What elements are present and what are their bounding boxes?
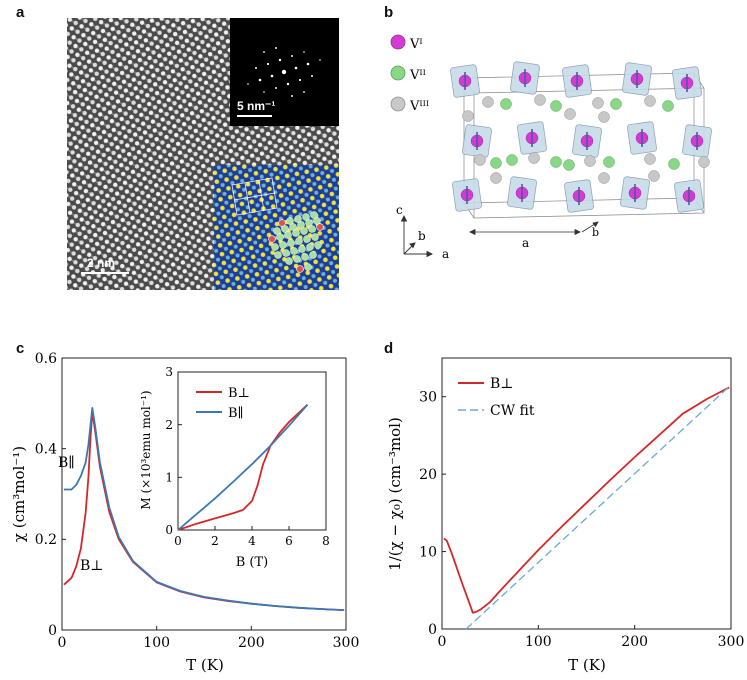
chart-c-xtick-label: 200 [238, 635, 265, 651]
chart-c-xtick-label: 300 [333, 635, 360, 651]
inset-ytick-label: 2 [165, 418, 173, 432]
chart-d: 0 100 200 300 0 10 20 30 T (K) 1/(χ − χ₀) (cm⁻³… [386, 357, 745, 674]
chart-d-ytick-label: 30 [419, 390, 437, 406]
chart-c-ytick-label: 0.4 [35, 442, 57, 458]
lattice-a-label: a [522, 236, 529, 250]
chart-d-ytick-label: 20 [419, 467, 437, 483]
inset-ytick-label: 1 [165, 471, 173, 485]
axis-b-label: b [418, 229, 426, 243]
inset-xtick-label: 0 [174, 534, 182, 548]
chart-c-ytick-label: 0.6 [35, 351, 57, 367]
inset-series-b [177, 404, 309, 531]
legend-cw-fit: CW fit [490, 403, 535, 419]
chart-c-xtick-label: 0 [58, 635, 67, 651]
chart-c-ytick-label: 0.2 [35, 532, 57, 548]
axis-c-label: c [396, 203, 403, 217]
inset-xtick-label: 2 [211, 534, 219, 548]
octahedra [450, 61, 712, 213]
atom-chains [462, 94, 710, 184]
lattice-b-label: b [592, 226, 599, 239]
chart-d-xtick-label: 300 [718, 634, 745, 650]
chart-d-frame [441, 357, 732, 630]
panel-label-c: c [16, 340, 25, 357]
crystal-structure-panel: Vᴵ Vᴵᴵ Vᴵᴵᴵ [390, 34, 712, 261]
image-scale-label: 2 nm [87, 256, 115, 270]
lattice-arrows [469, 221, 599, 236]
chart-c-xtick-label: 100 [143, 635, 170, 651]
filtered-inset [214, 165, 339, 290]
chart-c-ytick-label: 0 [48, 623, 57, 639]
legend-marker-v2 [390, 65, 406, 81]
chart-d-series-b [443, 386, 730, 614]
chart-d-series-cwfit [465, 386, 730, 630]
chart-d-legend: B⊥ CW fit [458, 376, 535, 419]
chart-d-xtick-label: 0 [438, 634, 447, 650]
inset-series-b [177, 404, 309, 531]
inset-frame [177, 371, 327, 531]
structure-legend: Vᴵ Vᴵᴵ Vᴵᴵᴵ [390, 34, 429, 114]
legend-marker-v3 [390, 96, 406, 112]
legend-label-v3: Vᴵᴵᴵ [409, 99, 429, 114]
chart-c-series-b [63, 407, 345, 611]
chart-d-ytick-label: 0 [428, 622, 437, 638]
inset-ytick-label: 3 [165, 365, 173, 379]
chart-d-xtick-label: 100 [525, 634, 552, 650]
inset-ylabel: M (×10³emu mol⁻¹) [139, 390, 153, 509]
inset-legend-perp: B⊥ [228, 386, 250, 401]
legend-perp: B⊥ [490, 376, 513, 392]
curve-label-perp: B⊥ [80, 558, 103, 574]
panel-label-a: a [16, 4, 25, 21]
chart-d-ytick-label: 10 [419, 544, 437, 560]
chart-d-xtick-label: 200 [621, 634, 648, 650]
chart-c-ylabel: χ (cm³mol⁻¹) [10, 446, 28, 542]
fft-scale-label: 5 nm⁻¹ [237, 99, 275, 113]
inset-ytick-label: 0 [165, 523, 173, 537]
curve-label-parallel: B∥ [58, 455, 75, 471]
chart-c-frame [61, 357, 347, 631]
axis-triad [400, 214, 434, 258]
chart-c-xlabel: T (K) [186, 656, 224, 674]
inset-xlabel: B (T) [236, 555, 269, 570]
fft-inset: 5 nm⁻¹ [230, 18, 339, 126]
panel-label-b: b [384, 4, 394, 21]
axis-a-label: a [442, 247, 449, 261]
inset-legend-parallel: B∥ [228, 406, 244, 421]
chart-d-xlabel: T (K) [568, 656, 606, 674]
legend-label-v2: Vᴵᴵ [409, 68, 426, 83]
legend-marker-v1 [390, 34, 406, 50]
stem-image-panel: 5 nm⁻¹ 2 nm [67, 18, 339, 290]
inset-xtick-label: 6 [285, 534, 293, 548]
chart-d-ylabel: 1/(χ − χ₀) (cm⁻³mol) [386, 417, 404, 571]
inset-xtick-label: 8 [322, 534, 330, 548]
panel-label-d: d [384, 340, 394, 357]
inset-xtick-label: 4 [248, 534, 256, 548]
inset-legend: B⊥ B∥ [196, 386, 250, 421]
legend-label-v1: Vᴵ [409, 37, 423, 52]
